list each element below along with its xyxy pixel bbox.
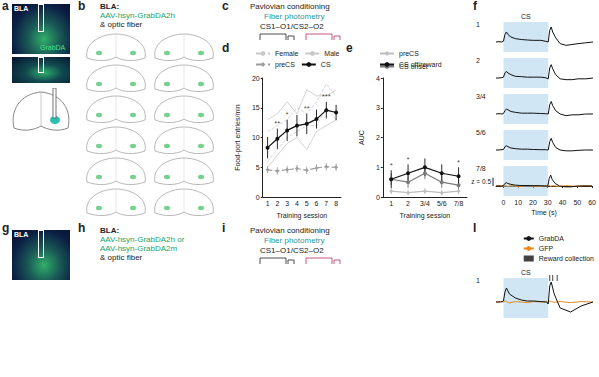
svg-text:7/8: 7/8 bbox=[454, 200, 464, 207]
svg-text:preCS: preCS bbox=[399, 50, 419, 58]
svg-text:GFP: GFP bbox=[539, 245, 554, 252]
svg-text:20: 20 bbox=[252, 75, 260, 82]
html-text:BLA:: BLA: bbox=[100, 226, 120, 235]
html-text:AAV-hsyn-GrabDA2h or: AAV-hsyn-GrabDA2h or bbox=[100, 235, 185, 244]
svg-text:*: * bbox=[390, 161, 393, 170]
html-text:Fiber photometry: Fiber photometry bbox=[264, 236, 325, 245]
svg-text:Time (s): Time (s) bbox=[531, 209, 556, 217]
html-text:f: f bbox=[473, 0, 477, 13]
svg-text:Training session: Training session bbox=[276, 212, 327, 220]
svg-text:5/6: 5/6 bbox=[437, 200, 447, 207]
svg-text:3/4: 3/4 bbox=[420, 200, 430, 207]
svg-text:3: 3 bbox=[285, 200, 289, 207]
svg-text:CS: CS bbox=[321, 61, 331, 68]
svg-text:3/4: 3/4 bbox=[476, 93, 486, 100]
svg-text:preCS: preCS bbox=[275, 61, 295, 69]
svg-text:AUC: AUC bbox=[358, 130, 365, 145]
svg-text:5: 5 bbox=[256, 164, 260, 171]
html-text:Pavlovian conditioning: Pavlovian conditioning bbox=[250, 2, 330, 11]
svg-text:1: 1 bbox=[389, 200, 393, 207]
svg-text:0: 0 bbox=[256, 194, 260, 201]
html-text:Pavlovian conditioning: Pavlovian conditioning bbox=[250, 226, 330, 235]
svg-text:Male: Male bbox=[324, 50, 339, 57]
html-text:& optic fiber: & optic fiber bbox=[100, 20, 143, 29]
svg-text:60: 60 bbox=[588, 199, 596, 206]
svg-text:**: ** bbox=[274, 119, 280, 128]
svg-text:GrabDA: GrabDA bbox=[539, 235, 565, 242]
svg-text:1: 1 bbox=[376, 164, 380, 171]
svg-text:1: 1 bbox=[476, 21, 480, 28]
svg-text:7: 7 bbox=[324, 200, 328, 207]
svg-text:30: 30 bbox=[544, 199, 552, 206]
html-text:& optic fiber: & optic fiber bbox=[100, 253, 143, 262]
svg-text:40: 40 bbox=[559, 199, 567, 206]
svg-text:Female: Female bbox=[275, 50, 298, 57]
svg-text:50: 50 bbox=[573, 199, 581, 206]
svg-text:15: 15 bbox=[252, 104, 260, 111]
html-text:CS1–O1/CS2–O2: CS1–O1/CS2–O2 bbox=[260, 246, 324, 255]
html-text:BLA:: BLA: bbox=[100, 2, 120, 11]
html-text:h: h bbox=[78, 221, 86, 235]
html-text:d: d bbox=[222, 41, 230, 55]
html-text:g BLA: g BLA bbox=[2, 221, 29, 238]
svg-text:*: * bbox=[406, 155, 409, 164]
html-text:b: b bbox=[78, 0, 86, 13]
html-text:AAV-hsyn-GrabDA2h: AAV-hsyn-GrabDA2h bbox=[100, 11, 175, 20]
svg-text:1: 1 bbox=[476, 277, 480, 284]
html-text:Fiber photometry: Fiber photometry bbox=[264, 12, 325, 21]
svg-text:0: 0 bbox=[501, 199, 505, 206]
svg-text:2: 2 bbox=[476, 57, 480, 64]
svg-text:2: 2 bbox=[275, 200, 279, 207]
svg-text:6: 6 bbox=[315, 200, 319, 207]
svg-text:z = 0.5: z = 0.5 bbox=[471, 178, 491, 185]
html-text:a: a bbox=[2, 0, 9, 13]
html-text:l: l bbox=[473, 221, 477, 235]
svg-text:Food-port entries/min: Food-port entries/min bbox=[234, 104, 242, 171]
svg-text:0: 0 bbox=[376, 194, 380, 201]
svg-text:8: 8 bbox=[334, 200, 338, 207]
svg-text:CS: CS bbox=[521, 13, 531, 20]
html-text:i: i bbox=[222, 221, 226, 235]
svg-text:2: 2 bbox=[376, 134, 380, 141]
svg-text:10: 10 bbox=[252, 134, 260, 141]
svg-text:CS: CS bbox=[521, 269, 531, 276]
svg-text:CS off/reward: CS off/reward bbox=[399, 61, 442, 68]
svg-text:4: 4 bbox=[376, 75, 380, 82]
svg-text:***: *** bbox=[322, 92, 331, 101]
svg-text:*: * bbox=[457, 158, 460, 167]
html-text:e: e bbox=[346, 41, 353, 55]
svg-text:Reward collection: Reward collection bbox=[539, 255, 594, 262]
svg-text:20: 20 bbox=[529, 199, 537, 206]
svg-text:1: 1 bbox=[266, 200, 270, 207]
svg-text:10: 10 bbox=[514, 199, 522, 206]
html-text:CS1–O1/CS2–O2: CS1–O1/CS2–O2 bbox=[260, 22, 324, 31]
svg-text:5: 5 bbox=[305, 200, 309, 207]
html-text:AAV-hsyn-GrabDA2m: AAV-hsyn-GrabDA2m bbox=[100, 244, 178, 253]
html-text:BLA: BLA bbox=[14, 5, 29, 12]
svg-text:7/8: 7/8 bbox=[476, 165, 486, 172]
svg-text:**: ** bbox=[304, 104, 310, 113]
html-text:GrabDA: GrabDA bbox=[40, 44, 66, 51]
svg-text:3: 3 bbox=[376, 104, 380, 111]
svg-text:2: 2 bbox=[406, 200, 410, 207]
svg-text:*: * bbox=[286, 110, 289, 119]
svg-text:5/6: 5/6 bbox=[476, 129, 486, 136]
svg-text:Training session: Training session bbox=[400, 212, 451, 220]
svg-text:4: 4 bbox=[295, 200, 299, 207]
html-text:c: c bbox=[222, 0, 229, 13]
